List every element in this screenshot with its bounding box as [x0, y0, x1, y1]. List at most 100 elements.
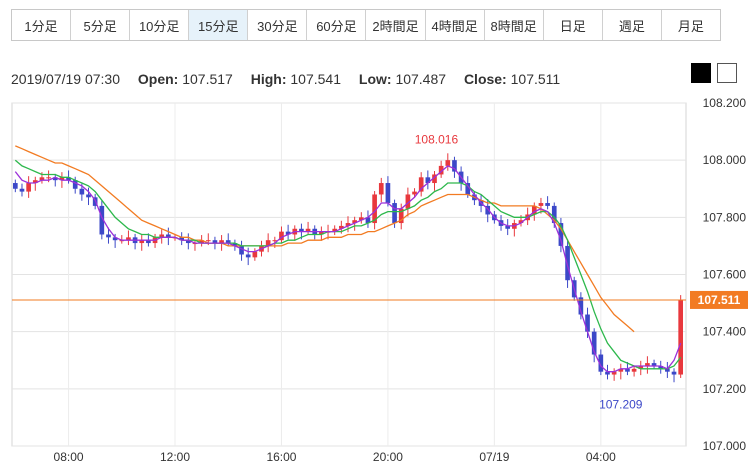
tab-2[interactable]: 10分足	[130, 10, 190, 40]
y-tick-label: 107.000	[703, 439, 747, 453]
candle-body	[19, 188, 25, 192]
x-tick-label: 08:00	[54, 450, 84, 464]
tab-4[interactable]: 30分足	[248, 10, 308, 40]
close-value: 107.511	[510, 71, 561, 87]
candle-body	[205, 240, 211, 242]
candle-body	[625, 368, 630, 372]
x-tick-label: 07/19	[479, 450, 509, 464]
candle-body	[578, 297, 584, 315]
candle-body	[565, 245, 570, 281]
x-tick-label: 12:00	[160, 450, 190, 464]
candle-body	[305, 228, 311, 232]
tab-1[interactable]: 5分足	[71, 10, 131, 40]
candle-body	[412, 191, 417, 195]
candle-body	[665, 368, 670, 372]
high-label: High:	[250, 71, 287, 87]
current-price-tag	[690, 290, 748, 309]
candle-body	[671, 371, 677, 375]
candle-body	[39, 177, 45, 181]
candle-body	[591, 331, 597, 355]
candle-body	[99, 205, 105, 235]
tab-11[interactable]: 月足	[677, 18, 704, 34]
candle-body	[518, 220, 524, 224]
candle-body	[239, 245, 244, 255]
candle-body	[185, 240, 191, 244]
dark-theme-button[interactable]	[691, 63, 711, 83]
candle-body	[52, 177, 58, 181]
y-tick-label: 107.600	[703, 268, 747, 282]
candle-body	[166, 234, 171, 238]
candle-body	[531, 205, 537, 215]
candle-body	[658, 365, 664, 369]
candle-body	[72, 180, 78, 189]
candle-body	[538, 203, 544, 206]
candle-body	[146, 240, 151, 244]
candle-body	[445, 160, 451, 166]
low-annotation: 107.209	[599, 397, 643, 411]
candle-body	[46, 177, 51, 179]
y-tick-label: 108.200	[703, 96, 747, 110]
candle-body	[678, 300, 684, 375]
candle-body	[32, 180, 38, 184]
candle-body	[106, 234, 111, 238]
candle-body	[179, 237, 184, 241]
x-tick-label: 20:00	[373, 450, 403, 464]
candle-body	[385, 183, 391, 204]
candle-body	[126, 237, 131, 241]
candle-body	[352, 220, 357, 224]
low-label: Low:	[358, 71, 392, 87]
tab-10[interactable]: 週足	[603, 10, 662, 40]
open-value: 107.517	[182, 71, 233, 87]
candle-body	[12, 183, 18, 189]
candle-body	[252, 251, 258, 258]
tab-9[interactable]: 日足	[544, 10, 603, 40]
candle-body	[59, 177, 65, 181]
tab-6[interactable]: 2時間足	[366, 10, 426, 40]
candle-body	[551, 205, 557, 224]
candle-body	[631, 368, 637, 372]
candle-body	[372, 194, 377, 224]
candle-body	[86, 194, 91, 198]
tab-7[interactable]: 4時間足	[426, 10, 485, 40]
candle-body	[618, 368, 624, 372]
y-tick-label: 107.800	[703, 210, 747, 224]
y-tick-label: 107.400	[703, 325, 747, 339]
tab-5[interactable]: 60分足	[307, 10, 367, 40]
candle-body	[545, 203, 550, 206]
candle-body	[212, 240, 218, 244]
candle-body	[79, 188, 85, 195]
candle-body	[425, 177, 431, 184]
candle-body	[112, 237, 118, 241]
candle-body	[345, 223, 351, 226]
candlestick-chart: 108.200 108.000 107.800 107.600 107.400 107.2…	[11, 96, 748, 464]
candle-body	[319, 231, 324, 235]
candle-body	[438, 165, 444, 175]
ma-short-line	[14, 165, 682, 373]
candle-body	[285, 231, 291, 235]
close-label: Close:	[463, 71, 507, 87]
x-tick-label: 16:00	[266, 450, 296, 464]
candle-body	[585, 314, 590, 332]
candle-body	[418, 177, 424, 192]
candle-body	[598, 354, 604, 372]
candle-body	[605, 371, 610, 375]
candle-body	[299, 228, 304, 232]
candle-body	[272, 240, 278, 242]
candle-body	[405, 194, 411, 209]
candle-body	[66, 177, 71, 181]
candle-body	[392, 203, 397, 224]
candle-body	[225, 240, 231, 244]
candle-body	[651, 363, 657, 366]
tab-0[interactable]: 1分足	[12, 10, 72, 40]
candle-body	[398, 208, 404, 224]
high-value: 107.541	[290, 71, 341, 87]
candle-body	[358, 217, 364, 221]
tab-3[interactable]: 15分足	[189, 10, 249, 40]
timeframe-tabs: 1分足 5分足 10分足 15分足 30分足 60分足 2時間足 4時間足 8時間足 日足 週足 月足	[11, 9, 721, 41]
candle-body	[339, 225, 344, 229]
light-theme-button[interactable]	[717, 63, 737, 83]
tab-8[interactable]: 8時間足	[485, 10, 544, 40]
ohlc-info: 2019/07/19 07:30 Open: 107.517 High: 107…	[11, 71, 560, 87]
candle-body	[279, 231, 284, 241]
candle-body	[219, 240, 224, 244]
